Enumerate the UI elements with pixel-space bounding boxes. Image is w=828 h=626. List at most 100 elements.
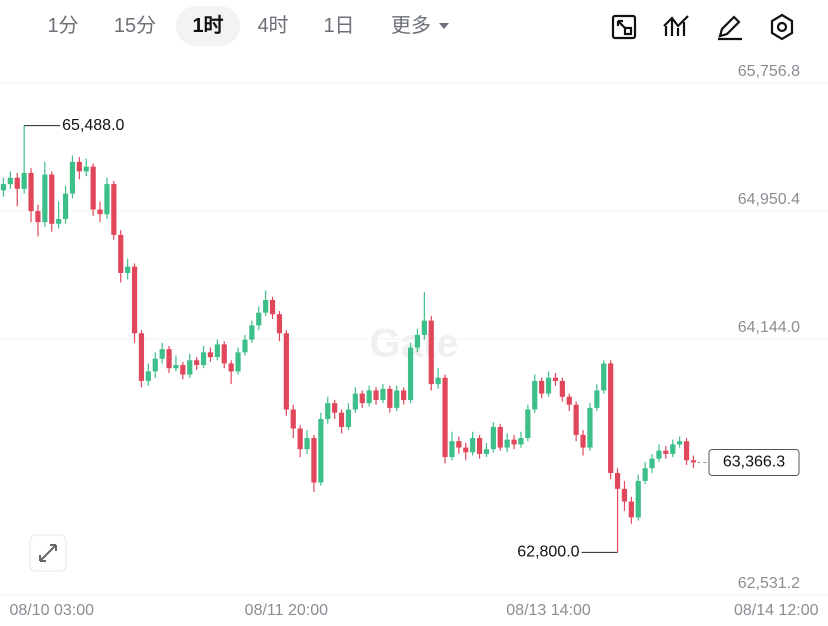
candle-body: [214, 344, 220, 358]
toolbar: 1分 15分 1时 4时 1日 更多: [0, 0, 828, 56]
candle-body: [683, 441, 690, 461]
candle-body: [0, 184, 7, 191]
candle-body: [173, 365, 179, 369]
candle-body: [587, 407, 593, 448]
interval-tab[interactable]: 1分: [47, 15, 79, 37]
candle-body: [573, 404, 579, 435]
candle-body: [76, 161, 82, 172]
x-tick-label: 08/11 20:00: [245, 602, 328, 619]
candle-body: [608, 363, 614, 473]
annotation-label: 65,488.0: [62, 117, 124, 134]
candle-body: [263, 299, 269, 313]
candle-body: [366, 390, 372, 404]
candle-body: [332, 403, 338, 413]
candle-body: [525, 409, 531, 439]
candle-body: [663, 450, 669, 454]
candle-body: [145, 371, 151, 381]
expand-button[interactable]: [29, 534, 67, 572]
candle-body: [249, 325, 255, 340]
candle-body: [297, 428, 303, 450]
indicator-icon[interactable]: [663, 15, 689, 36]
candle-body: [90, 166, 96, 210]
candle-body: [677, 441, 683, 445]
fullscreen-icon[interactable]: [611, 14, 637, 40]
candle-body: [401, 390, 407, 400]
candle-body: [483, 449, 490, 454]
candle-body: [545, 377, 552, 394]
candle-body: [125, 266, 131, 273]
interval-tab[interactable]: 1日: [323, 15, 355, 37]
candle-body: [594, 390, 600, 408]
candle-body: [414, 334, 421, 348]
candle-body: [345, 409, 352, 427]
y-tick-label: 64,144.0: [738, 319, 800, 336]
candle-body: [290, 409, 296, 429]
candle-body: [194, 360, 200, 366]
candle-body: [111, 184, 117, 235]
y-tick-label: 65,756.8: [738, 63, 800, 80]
candle-body: [435, 377, 441, 385]
candle-body: [180, 365, 186, 375]
candle-body: [656, 450, 662, 459]
candle-body: [352, 393, 358, 410]
candle-body: [131, 266, 138, 334]
candle-body: [166, 349, 172, 369]
candle-body: [449, 441, 455, 458]
candle-body: [373, 390, 379, 400]
candle-body: [476, 438, 483, 454]
candle-body: [228, 363, 234, 372]
last-price-label: 63,366.3: [723, 454, 785, 471]
candle-body: [621, 488, 628, 502]
candle-body: [283, 333, 289, 410]
candle-body: [62, 193, 69, 219]
candle-body: [69, 161, 76, 194]
interval-tab[interactable]: 4时: [257, 15, 289, 37]
last-price-box: [708, 448, 800, 476]
candle-body: [407, 347, 414, 400]
candle-body: [49, 174, 55, 224]
caret-icon: [439, 23, 449, 29]
candle-body: [7, 177, 13, 185]
interval-tab[interactable]: 1时: [176, 6, 240, 46]
candle-body: [338, 412, 345, 427]
candle-body: [470, 438, 476, 453]
candle-body: [635, 480, 641, 518]
candle-body: [304, 438, 310, 450]
candle-body: [511, 439, 517, 445]
candle-body: [104, 184, 110, 215]
candle-body: [256, 312, 262, 326]
candle-body: [456, 441, 462, 448]
settings-icon[interactable]: [770, 13, 794, 41]
interval-tab[interactable]: 15分: [113, 15, 157, 37]
candle-body: [532, 380, 538, 410]
x-tick-label: 08/10 03:00: [9, 602, 94, 619]
candle-body: [642, 468, 648, 481]
candle-body: [318, 419, 324, 483]
candle-body: [566, 396, 572, 405]
candle-body: [628, 501, 634, 518]
candle-body: [42, 174, 48, 223]
candle-body: [539, 380, 545, 394]
candle-body: [35, 211, 41, 223]
y-tick-label: 64,950.4: [738, 191, 800, 208]
candle-body: [269, 299, 276, 315]
candle-body: [276, 314, 283, 334]
candle-body: [490, 426, 496, 450]
candle-body: [325, 403, 331, 419]
candle-body: [497, 426, 503, 448]
candle-body: [83, 166, 89, 172]
candle-body: [56, 219, 62, 224]
draw-icon[interactable]: [718, 15, 742, 41]
watermark: Gate: [370, 322, 459, 366]
candle-body: [311, 438, 317, 483]
more-menu[interactable]: 更多: [391, 15, 431, 37]
candle-body: [504, 439, 510, 448]
candle-body: [559, 380, 565, 397]
candle-body: [580, 434, 586, 448]
candle-body: [152, 358, 158, 372]
x-tick-label: 08/13 14:00: [506, 602, 591, 619]
candle-body: [138, 333, 145, 381]
candle-body: [97, 209, 103, 215]
